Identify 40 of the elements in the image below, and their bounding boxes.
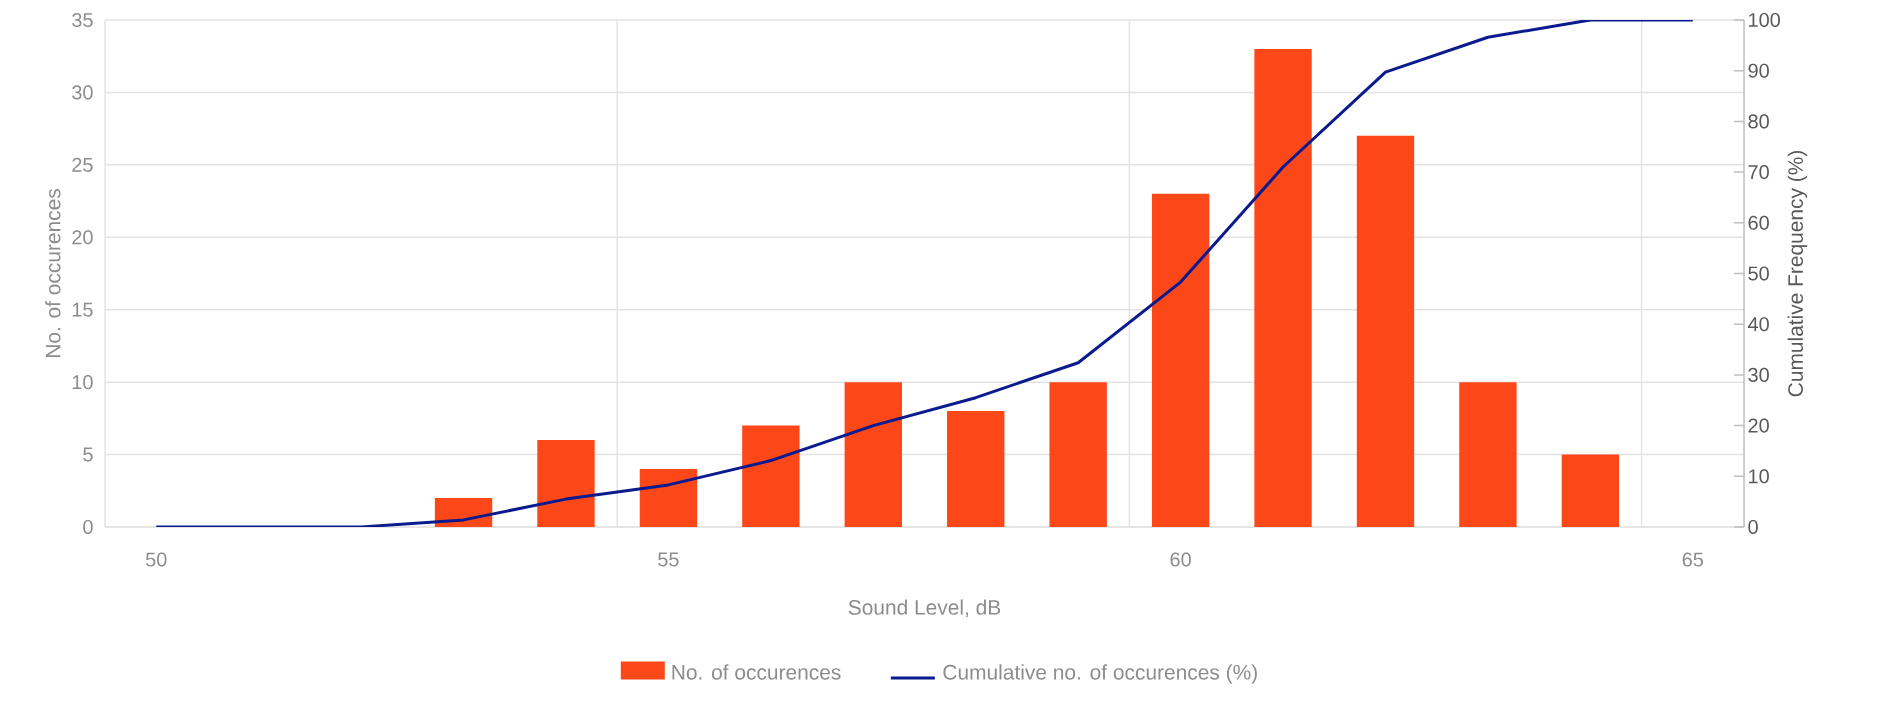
y2-tick-label: 60 xyxy=(1748,215,1769,230)
y2-tick-label: 20 xyxy=(1748,418,1769,433)
y-tick-label: 5 xyxy=(83,447,93,462)
legend-label: No. of occurences xyxy=(672,664,841,680)
x-tick-label: 50 xyxy=(145,552,167,567)
bar xyxy=(947,411,1005,527)
y-tick-label: 0 xyxy=(83,519,93,535)
bar xyxy=(1356,135,1415,527)
bar xyxy=(1151,193,1210,527)
y-tick-label: 25 xyxy=(72,157,93,172)
bar xyxy=(1561,454,1620,527)
bar xyxy=(742,425,800,527)
y2-tick-label: 30 xyxy=(1748,367,1769,382)
bar xyxy=(844,382,902,527)
y2-tick-label: 0 xyxy=(1748,519,1758,535)
x-tick-label: 60 xyxy=(1170,552,1191,567)
y2-tick-label: 80 xyxy=(1748,114,1769,129)
legend-label: Cumulative no. of occurences (%) xyxy=(943,664,1257,684)
y-tick-label: 15 xyxy=(72,302,93,317)
y2-tick-label: 90 xyxy=(1748,63,1769,78)
y2-tick-label: 50 xyxy=(1748,266,1769,281)
y-tick-label: 35 xyxy=(72,12,93,28)
line-series xyxy=(154,19,1695,527)
y2-tick-label: 70 xyxy=(1748,165,1769,180)
y2-axis-title: Cumulative Frequency (%) xyxy=(1787,151,1808,397)
x-tick-label: 55 xyxy=(658,552,679,567)
bar xyxy=(639,469,698,527)
bar xyxy=(537,440,595,527)
y-tick-label: 30 xyxy=(72,85,93,100)
y-tick-label: 10 xyxy=(72,375,93,390)
bar xyxy=(1254,48,1312,527)
y2-tick-label: 10 xyxy=(1749,469,1769,484)
y2-tick-label: 40 xyxy=(1747,317,1769,332)
y-axis-title: No. of occurences xyxy=(45,188,61,358)
x-axis-title: Sound Level, dB xyxy=(848,599,1001,618)
x-tick-label: 65 xyxy=(1682,552,1704,567)
bar xyxy=(1459,382,1517,527)
y2-tick-label: 100 xyxy=(1749,12,1780,28)
y-tick-label: 20 xyxy=(72,230,93,245)
bar xyxy=(1049,382,1107,527)
